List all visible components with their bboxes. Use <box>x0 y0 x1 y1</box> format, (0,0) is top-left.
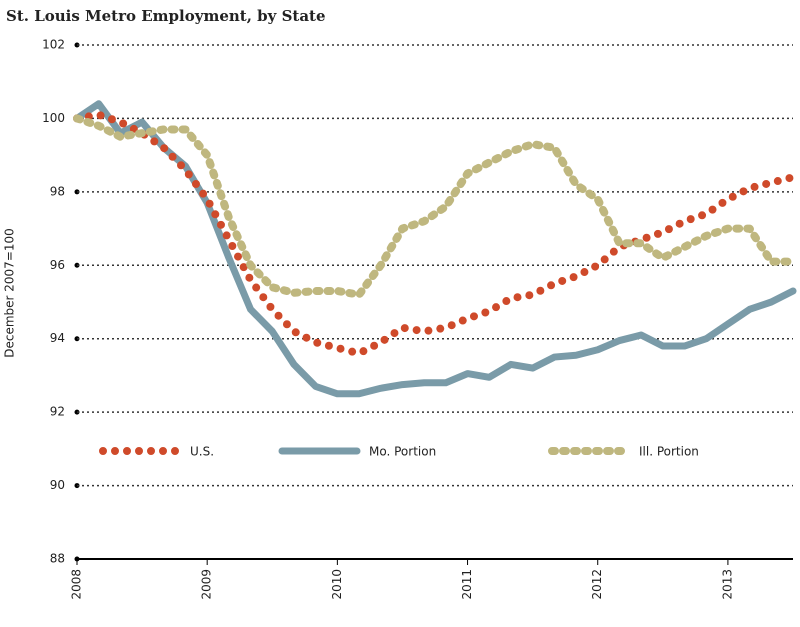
x-tick-label: 2011 <box>460 569 474 600</box>
x-tick-label: 2012 <box>590 569 604 600</box>
series-line <box>73 114 797 299</box>
x-tick-label: 2010 <box>330 569 344 600</box>
legend-label: Ill. Portion <box>639 445 699 459</box>
y-tick-label: 92 <box>50 405 65 419</box>
y-tick-label: 88 <box>50 552 65 566</box>
y-axis-label: December 2007=100 <box>3 228 17 358</box>
y-tick-label: 98 <box>50 184 65 198</box>
x-tick-label: 2008 <box>70 569 84 600</box>
legend-label: U.S. <box>190 445 214 459</box>
y-tick-label: 90 <box>50 478 65 492</box>
y-tick-label: 100 <box>42 111 65 125</box>
x-tick-label: 2009 <box>200 569 214 600</box>
legend-label: Mo. Portion <box>369 445 436 459</box>
y-tick-label: 94 <box>50 331 65 345</box>
series-line <box>73 110 797 358</box>
chart-title: St. Louis Metro Employment, by State <box>6 7 326 25</box>
x-tick-label: 2013 <box>720 569 734 600</box>
y-tick-label: 102 <box>42 38 65 52</box>
y-tick-label: 96 <box>50 258 65 272</box>
